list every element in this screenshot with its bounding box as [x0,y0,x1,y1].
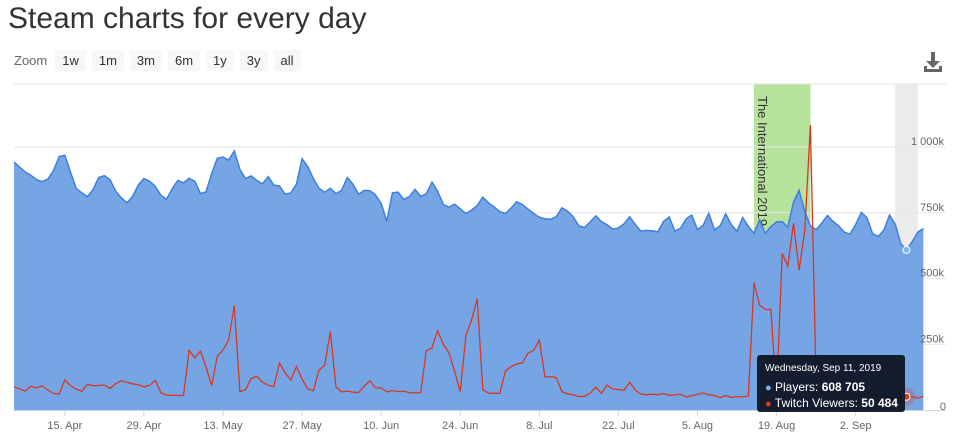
twitch-bullet-icon: ● [765,398,772,410]
zoom-all-button[interactable]: all [273,50,301,71]
zoom-1w-button[interactable]: 1w [55,50,86,71]
zoom-label: Zoom [14,53,48,68]
page-title: Steam charts for every day [8,2,367,35]
tooltip-twitch-label: Twitch Viewers: [774,396,858,410]
y-tick-label: 500k [920,268,944,280]
x-tick-label: 2. Sep [840,420,872,432]
tooltip-players-value: 608 705 [821,380,866,394]
y-tick-label: 0 [940,401,946,413]
x-tick-label: 24. Jun [442,420,478,432]
x-tick-label: 29. Apr [126,420,161,432]
tooltip-twitch-row: ● Twitch Viewers: 50 484 [765,396,898,412]
tooltip-date: Wednesday, Sep 11, 2019 [765,363,882,374]
tooltip-twitch-value: 50 484 [861,396,898,410]
players-bullet-icon: ● [765,382,772,394]
x-tick-label: 15. Apr [47,420,82,432]
players-line [13,149,924,252]
download-icon [924,52,942,72]
tooltip-players-label: Players: [775,380,819,394]
players-hover-marker [902,245,911,254]
y-tick-label: 750k [920,202,944,214]
x-tick-label: 27. May [283,420,323,432]
chart-tooltip: Wednesday, Sep 11, 2019 ● Players: 608 7… [757,355,905,412]
x-tick-label: 13. May [203,420,243,432]
tooltip-players-row: ● Players: 608 705 [765,380,897,396]
zoom-1y-button[interactable]: 1y [206,50,234,71]
zoom-3m-button[interactable]: 3m [129,50,162,71]
export-button[interactable] [918,48,948,76]
zoom-1m-button[interactable]: 1m [91,50,124,71]
x-tick-label: 5. Aug [682,420,713,432]
x-tick-label: 22. Jul [602,420,634,432]
x-tick-label: 10. Jun [363,420,399,432]
players-area [14,150,924,410]
zoom-6m-button[interactable]: 6m [167,50,201,71]
y-tick-label: 1 000k [911,136,945,148]
y-tick-label: 250k [920,333,944,345]
x-tick-label: 19. Aug [758,420,795,432]
zoom-selector: Zoom 1w 1m 3m 6m 1y 3y all [14,50,301,71]
plot-band-label: The International 2019 [755,96,770,226]
x-tick-label: 8. Jul [526,420,552,432]
twitch-viewers-line [13,125,924,399]
zoom-3y-button[interactable]: 3y [239,50,268,71]
